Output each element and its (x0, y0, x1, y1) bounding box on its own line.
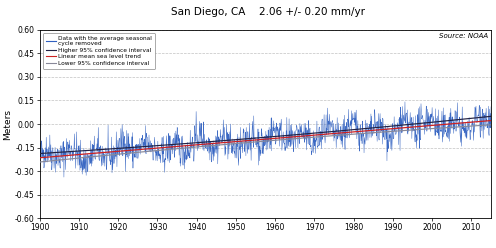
Legend: Data with the average seasonal
cycle removed, Higher 95% confidence interval, Li: Data with the average seasonal cycle rem… (43, 33, 155, 69)
Text: Source: NOAA: Source: NOAA (439, 32, 488, 38)
Y-axis label: Meters: Meters (3, 109, 12, 139)
Text: San Diego, CA: San Diego, CA (171, 7, 246, 17)
Text: 2.06 +/- 0.20 mm/yr: 2.06 +/- 0.20 mm/yr (259, 7, 366, 17)
